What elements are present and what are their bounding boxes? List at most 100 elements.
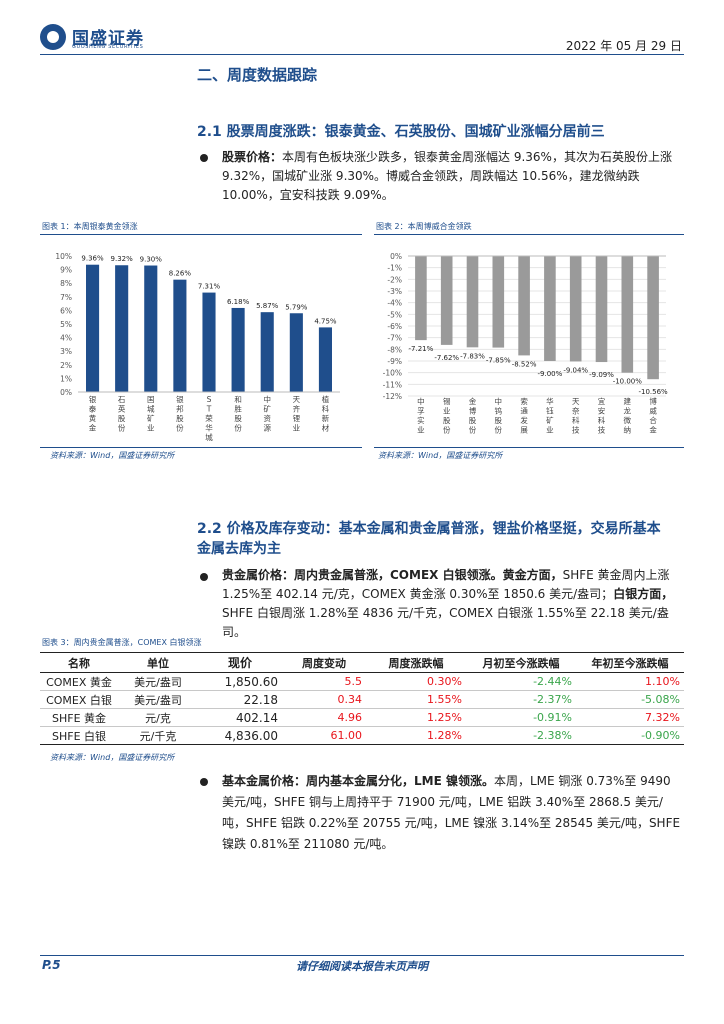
x-tick-label: 索通发展 xyxy=(520,396,528,435)
bullet-icon xyxy=(200,778,208,786)
bullet-icon xyxy=(200,573,208,581)
cell-change: 4.96 xyxy=(282,708,366,727)
x-tick-label: 中钨股份 xyxy=(495,396,503,435)
x-tick-label: 华钰矿业 xyxy=(546,396,554,435)
col-header: 周度涨跌幅 xyxy=(366,652,466,673)
page-number: P.5 xyxy=(42,958,61,972)
cell-ytd-pct: 7.32% xyxy=(576,708,684,727)
data-label: 5.79% xyxy=(285,303,308,311)
data-label: -7.21% xyxy=(409,345,434,353)
table-row: COMEX 黄金 美元/盎司 1,850.60 5.5 0.30% -2.44%… xyxy=(40,672,684,691)
bar xyxy=(518,256,530,356)
bar xyxy=(115,265,129,392)
y-tick-label: -12% xyxy=(383,392,402,401)
y-tick-label: 8% xyxy=(60,279,72,288)
cell-price: 4,836.00 xyxy=(198,726,282,745)
cell-price: 402.14 xyxy=(198,708,282,727)
x-tick-label: S T 荣华城 xyxy=(205,395,213,442)
cell-name: SHFE 白银 xyxy=(40,726,118,745)
x-tick-label: 植科新材 xyxy=(322,394,330,433)
cell-ytd-pct: -5.08% xyxy=(576,690,684,709)
y-tick-label: -5% xyxy=(387,310,402,319)
y-tick-label: -4% xyxy=(387,299,402,308)
cell-unit: 美元/盎司 xyxy=(118,690,198,709)
cell-weekly-pct: 1.28% xyxy=(366,726,466,745)
col-header: 名称 xyxy=(40,652,118,673)
x-tick-label: 建龙微纳 xyxy=(624,396,632,435)
cell-mtd-pct: -0.91% xyxy=(466,708,576,727)
bar xyxy=(173,279,187,392)
y-tick-label: -9% xyxy=(387,357,402,366)
x-tick-label: 天奈科技 xyxy=(572,397,580,435)
data-label: 7.31% xyxy=(198,283,221,291)
figure-2-source: 资料来源：Wind，国盛证券研究所 xyxy=(378,451,503,460)
data-label: 9.30% xyxy=(140,256,163,264)
header-divider xyxy=(40,54,684,55)
y-tick-label: -6% xyxy=(387,322,402,331)
paragraph-label: 基本金属价格：周内基本金属分化，LME 镍领涨。 xyxy=(222,774,494,788)
cell-mtd-pct: -2.38% xyxy=(466,726,576,745)
y-tick-label: 0% xyxy=(60,388,72,397)
cell-weekly-pct: 1.55% xyxy=(366,690,466,709)
paragraph-text: SHFE 黄金周内上涨 1.25%至 402.14 元/克，COMEX 黄金涨 … xyxy=(222,568,670,601)
logo-subtext: GUOSHENG SECURITIES xyxy=(72,44,144,50)
data-label: -8.52% xyxy=(512,360,537,368)
data-label: -9.09% xyxy=(589,371,614,379)
section-title: 二、周度数据跟踪 xyxy=(197,66,318,84)
bar xyxy=(289,313,303,392)
cell-change: 5.5 xyxy=(282,672,366,691)
subsection-title-2-1: 2.1 股票周度涨跌：银泰黄金、石英股份、国城矿业涨幅分居前三 xyxy=(197,124,605,140)
figure-1-top-rule xyxy=(40,234,362,235)
figure-2-bottom-rule xyxy=(374,447,684,448)
x-tick-label: 博威合金 xyxy=(649,396,657,435)
paragraph-label: 股票价格： xyxy=(222,150,283,164)
bar xyxy=(544,256,556,361)
cell-unit: 元/千克 xyxy=(118,726,198,745)
cell-weekly-pct: 1.25% xyxy=(366,708,466,727)
logo-mark-icon xyxy=(40,24,66,50)
y-tick-label: 6% xyxy=(60,306,72,315)
x-tick-label: 中孚实业 xyxy=(417,396,425,435)
logo-text: 国盛证券 xyxy=(72,29,144,49)
x-tick-label: 银邦股份 xyxy=(176,395,184,433)
table-row: COMEX 白银 美元/盎司 22.18 0.34 1.55% -2.37% -… xyxy=(40,690,684,709)
bar xyxy=(231,307,245,392)
bullet-icon xyxy=(200,154,208,162)
y-tick-label: -1% xyxy=(387,264,402,273)
paragraph-text: SHFE 白银周涨 1.28%至 4836 元/千克，COMEX 白银涨 1.5… xyxy=(222,606,669,639)
col-header: 现价 xyxy=(198,652,282,673)
cell-price: 22.18 xyxy=(198,690,282,709)
y-tick-label: 0% xyxy=(390,252,402,261)
x-tick-label: 宜安科技 xyxy=(598,396,606,435)
y-tick-label: -3% xyxy=(387,287,402,296)
paragraph-base-metals: 基本金属价格：周内基本金属分化，LME 镍领涨。本周，LME 铜涨 0.73%至… xyxy=(222,771,682,855)
figure-1-source: 资料来源：Wind，国盛证券研究所 xyxy=(50,451,175,460)
col-header: 年初至今涨跌幅 xyxy=(576,652,684,673)
y-tick-label: -10% xyxy=(383,369,402,378)
bar xyxy=(621,256,634,373)
data-label: 9.32% xyxy=(111,255,134,263)
cell-ytd-pct: 1.10% xyxy=(576,672,684,691)
cell-price: 1,850.60 xyxy=(198,672,282,691)
cell-name: COMEX 黄金 xyxy=(40,672,118,691)
bar xyxy=(86,264,100,392)
bar xyxy=(595,256,608,363)
data-label: -9.00% xyxy=(538,370,563,378)
y-tick-label: 2% xyxy=(60,361,72,370)
bar xyxy=(202,292,216,392)
bar xyxy=(647,256,659,380)
precious-metals-table: 名称 单位 现价 周度变动 周度涨跌幅 月初至今涨跌幅 年初至今涨跌幅 COME… xyxy=(40,652,684,745)
paragraph-text: 本周，LME 铜涨 0.73%至 9490 美元/吨，SHFE 铜与上周持平于 … xyxy=(222,774,681,851)
cell-name: COMEX 白银 xyxy=(40,690,118,709)
bar xyxy=(144,265,158,392)
table-row: SHFE 白银 元/千克 4,836.00 61.00 1.28% -2.38%… xyxy=(40,726,684,745)
x-tick-label: 锡业股份 xyxy=(443,397,451,435)
y-tick-label: 1% xyxy=(60,374,72,383)
y-tick-label: -11% xyxy=(383,380,402,389)
cell-ytd-pct: -0.90% xyxy=(576,726,684,745)
cell-change: 61.00 xyxy=(282,726,366,745)
cell-name: SHFE 黄金 xyxy=(40,708,118,727)
x-tick-label: 和胜股份 xyxy=(234,395,242,433)
data-label: -7.85% xyxy=(486,357,511,365)
data-label: 4.75% xyxy=(314,317,337,325)
